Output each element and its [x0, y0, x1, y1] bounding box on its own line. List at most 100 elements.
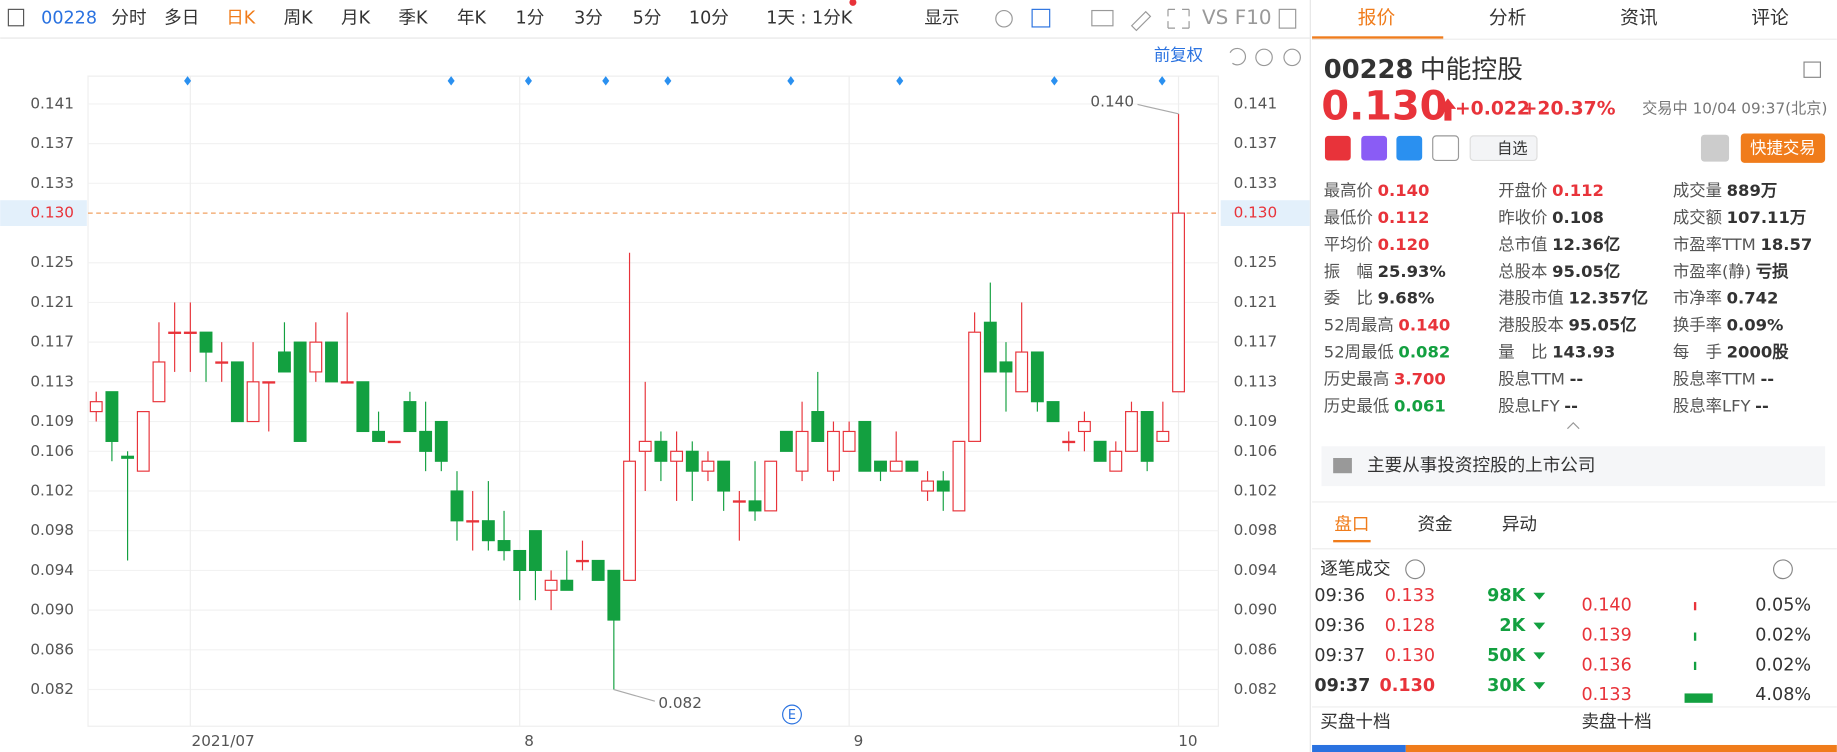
layout-icon[interactable]	[1278, 8, 1297, 29]
candle-body	[481, 520, 495, 542]
period-tab[interactable]: 季K	[398, 9, 428, 29]
period-tab[interactable]: 月K	[341, 9, 371, 29]
down-arrow	[1533, 652, 1546, 660]
candle-body	[1140, 411, 1154, 462]
fullscreen-icon[interactable]	[1167, 8, 1190, 29]
candle-body	[246, 381, 260, 423]
event-icon[interactable]	[782, 704, 802, 725]
stat: 市净率 0.742	[1673, 288, 1779, 307]
candle-body	[999, 361, 1013, 373]
period-tab[interactable]: 10分	[689, 9, 729, 29]
event-marker[interactable]	[787, 76, 795, 86]
candle-body	[905, 460, 919, 472]
y-tick-label-right: 0.106	[1234, 442, 1278, 460]
period-tab[interactable]: 5分	[633, 9, 662, 29]
menu-icon[interactable]	[1803, 61, 1822, 78]
candle-body	[623, 460, 636, 581]
y-tick-label-right: 0.082	[1234, 680, 1278, 698]
trade-volume: 2K	[1499, 616, 1526, 636]
event-marker[interactable]	[524, 76, 532, 86]
stock-code: 00228	[41, 9, 97, 29]
panel-tab[interactable]: 评论	[1751, 8, 1789, 29]
candle-body	[136, 411, 150, 472]
level-pct: 0.02%	[1755, 625, 1811, 645]
panel-tab[interactable]: 资讯	[1620, 8, 1658, 29]
display-menu[interactable]: 显示	[924, 9, 959, 29]
candle-body	[544, 579, 558, 591]
stat: 总股本 95.05亿	[1498, 261, 1620, 280]
more-icon[interactable]	[1772, 559, 1793, 580]
candle-body	[779, 430, 793, 452]
y-tick-label: 0.121	[30, 293, 74, 311]
stat-value: 0.082	[1398, 342, 1450, 361]
high-leader	[1137, 103, 1179, 115]
adjust-button[interactable]: 前复权	[1154, 46, 1203, 65]
book-tab[interactable]: 异动	[1502, 515, 1537, 535]
y-tick-label: 0.109	[30, 412, 74, 430]
stat-value: --	[1761, 369, 1775, 388]
period-tab[interactable]: 分时	[111, 9, 146, 29]
x-tick-label: 2021/07	[192, 732, 255, 750]
trade-time: 09:37	[1314, 646, 1365, 666]
vs-button[interactable]: VS	[1202, 6, 1228, 29]
period-tab[interactable]: 年K	[457, 9, 487, 29]
period-tab[interactable]: 周K	[284, 9, 314, 29]
y-tick-label: 0.133	[30, 174, 74, 192]
period-tab[interactable]: 日K	[226, 9, 256, 29]
sidebar-toggle[interactable]	[7, 8, 25, 27]
stat: 总市值 12.36亿	[1498, 234, 1620, 253]
event-marker[interactable]	[896, 76, 904, 86]
camera-icon[interactable]	[1091, 9, 1114, 27]
trade-button[interactable]	[1740, 133, 1826, 163]
event-marker[interactable]	[1158, 76, 1166, 86]
f10-button[interactable]: F10	[1235, 6, 1272, 29]
stat: 市盈率TTM 18.57	[1673, 234, 1812, 253]
stat-value: 0.112	[1378, 207, 1430, 226]
pen-icon[interactable]	[1130, 10, 1152, 32]
candle-body	[419, 430, 433, 452]
candle-body	[670, 450, 684, 462]
candle-body	[1109, 450, 1123, 472]
event-marker[interactable]	[1050, 76, 1058, 86]
book-tab[interactable]: 盘口	[1334, 515, 1369, 535]
info-icon[interactable]	[1405, 559, 1426, 580]
trade-volume: 50K	[1487, 646, 1526, 666]
down-arrow	[1533, 682, 1546, 690]
up-arrow	[1439, 98, 1457, 121]
level-bar	[1684, 693, 1713, 703]
event-marker[interactable]	[664, 76, 672, 86]
stat-label: 港股市值	[1498, 288, 1564, 307]
period-select[interactable]: 1天 : 1分K	[766, 9, 853, 29]
watch-button[interactable]	[1469, 135, 1538, 162]
candle-body	[858, 420, 872, 472]
zoom-in[interactable]	[1283, 48, 1301, 67]
period-tab[interactable]: 1分	[516, 9, 545, 29]
period-tab[interactable]: 3分	[574, 9, 603, 29]
alert-button[interactable]	[1700, 134, 1730, 162]
trade-time: 09:36	[1314, 616, 1365, 636]
candle-body	[183, 331, 197, 334]
settings-icon[interactable]	[995, 9, 1013, 28]
book-tab[interactable]: 资金	[1417, 515, 1453, 535]
ask-title: 卖盘十档	[1581, 713, 1651, 733]
note-icon[interactable]	[1432, 135, 1460, 162]
zoom-out[interactable]	[1255, 48, 1273, 67]
panel-tab[interactable]: 报价	[1358, 8, 1396, 29]
event-marker[interactable]	[447, 76, 455, 86]
book-tab-underline	[1333, 539, 1371, 543]
panel-tab[interactable]: 分析	[1489, 8, 1526, 29]
trade-price: 0.130	[1379, 676, 1435, 696]
candle-body	[717, 460, 731, 492]
period-tab[interactable]: 多日	[164, 9, 199, 29]
candle-body	[168, 331, 182, 334]
trade-label[interactable]: 快捷交易	[1750, 138, 1816, 157]
stat-value: 143.93	[1552, 342, 1615, 361]
event-marker[interactable]	[602, 76, 610, 86]
event-marker[interactable]	[184, 76, 192, 86]
collapse-arrow[interactable]	[1567, 422, 1580, 430]
draw-icon[interactable]	[1031, 8, 1051, 28]
active-tab-underline	[1312, 36, 1444, 40]
reset-icon[interactable]	[1229, 47, 1247, 66]
stat: 历史最低 0.061	[1324, 396, 1446, 415]
stat-label: 港股股本	[1498, 315, 1564, 334]
